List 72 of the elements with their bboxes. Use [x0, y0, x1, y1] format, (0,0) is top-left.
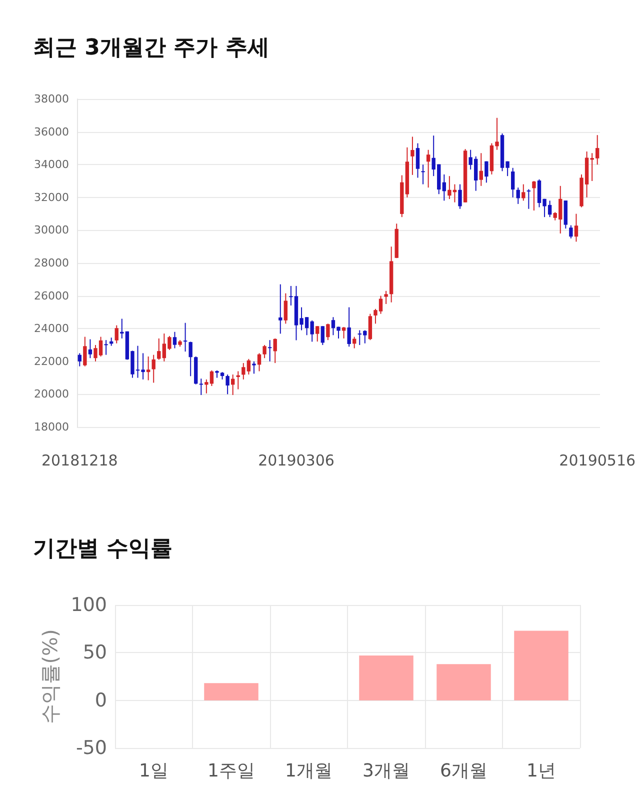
x-tick-label: 1주일 — [208, 760, 255, 782]
candlestick — [458, 184, 462, 210]
candlestick — [188, 341, 192, 377]
candlestick — [257, 352, 262, 372]
candlestick — [526, 188, 531, 210]
candlestick — [569, 224, 573, 239]
y-tick-label: 32000 — [34, 190, 69, 204]
y-tick-label: 20000 — [34, 388, 69, 401]
x-tick-label: 20190516 — [559, 452, 636, 470]
bar — [514, 630, 568, 700]
candlestick — [273, 338, 277, 364]
y-tick-label: 24000 — [34, 322, 69, 336]
candlestick — [479, 152, 483, 186]
y-tick-label: 36000 — [34, 125, 69, 138]
x-tick-label: 1일 — [139, 760, 168, 782]
candlestick — [199, 378, 203, 396]
candlestick — [442, 174, 446, 202]
chart-title: 기간별 수익률 — [33, 536, 173, 562]
candlestick — [83, 336, 87, 367]
chart-title: 최근 3개월간 주가 추세 — [33, 36, 270, 60]
candlestick — [316, 326, 320, 342]
x-tick-label: 20190306 — [258, 452, 334, 470]
candlestick — [516, 187, 520, 204]
candlestick — [252, 360, 256, 374]
y-tick-label: 34000 — [34, 158, 69, 172]
y-tick-label: 38000 — [34, 92, 69, 106]
candlestick — [172, 331, 177, 349]
candlestick — [320, 326, 324, 346]
candlestick — [421, 164, 425, 185]
candlestick — [157, 338, 161, 360]
candlestick — [522, 184, 526, 202]
candlestick — [326, 323, 330, 341]
y-tick-label: 0 — [94, 689, 107, 712]
candlestick — [88, 338, 92, 359]
candlestick — [278, 284, 282, 334]
bar — [436, 664, 491, 700]
y-tick-label: 100 — [70, 594, 107, 616]
x-tick-label: 1개월 — [285, 760, 332, 782]
y-tick-label: 28000 — [34, 256, 69, 270]
candlestick — [183, 322, 188, 352]
x-tick-label: 20181218 — [41, 452, 118, 470]
x-tick-label: 6개월 — [440, 760, 488, 782]
candlestick — [262, 344, 266, 359]
x-tick-label: 1년 — [526, 760, 556, 782]
candlestick — [532, 180, 536, 212]
bar — [359, 656, 414, 700]
candlestick — [146, 356, 150, 381]
y-tick-label: 18000 — [34, 420, 69, 434]
candlestick — [410, 136, 414, 176]
candlestick — [268, 340, 272, 362]
x-tick-label: 3개월 — [362, 760, 410, 782]
candlestick — [384, 290, 388, 304]
candlestick — [226, 374, 230, 395]
candlestick — [114, 324, 118, 344]
y-axis-title: 수익률(%) — [38, 629, 62, 724]
candlestick — [484, 160, 488, 184]
candlestick — [104, 340, 108, 356]
candlestick — [78, 352, 82, 367]
y-tick-label: 50 — [82, 642, 107, 664]
y-tick-label: 26000 — [34, 289, 69, 302]
bar — [204, 683, 258, 700]
y-tick-label: 30000 — [34, 224, 69, 237]
candlestick — [347, 306, 351, 348]
candlestick — [510, 167, 515, 198]
candlestick — [426, 149, 430, 188]
y-tick-label: 22000 — [34, 354, 69, 368]
candlestick — [574, 213, 578, 242]
candlestick — [368, 313, 372, 341]
candlestick — [284, 292, 288, 324]
candlestick — [416, 142, 420, 178]
y-tick-label: -50 — [76, 737, 107, 759]
candlestick — [152, 354, 156, 384]
